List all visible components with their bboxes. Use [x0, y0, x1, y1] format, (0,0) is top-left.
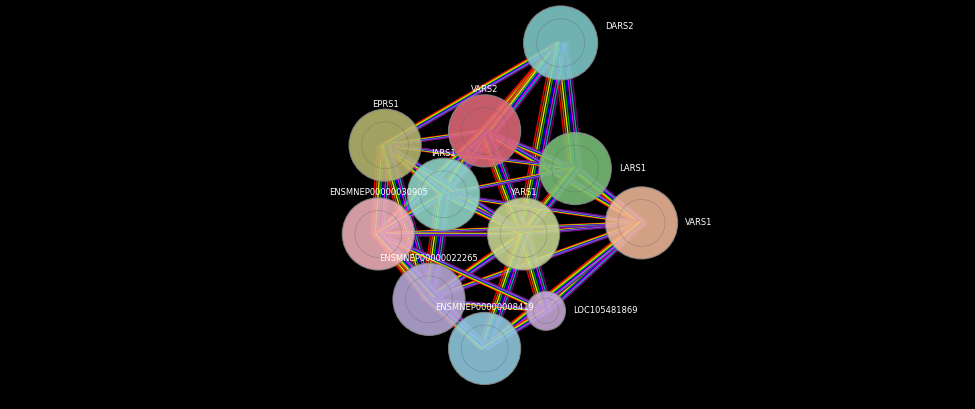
Ellipse shape	[349, 109, 421, 181]
Text: DARS2: DARS2	[605, 22, 634, 31]
Ellipse shape	[448, 95, 521, 167]
Text: ENSMNEP00000008419: ENSMNEP00000008419	[435, 303, 534, 312]
Ellipse shape	[488, 198, 560, 270]
Ellipse shape	[539, 133, 611, 204]
Ellipse shape	[448, 312, 521, 384]
Text: LARS1: LARS1	[619, 164, 646, 173]
Ellipse shape	[605, 187, 678, 259]
Ellipse shape	[393, 263, 465, 335]
Ellipse shape	[526, 291, 565, 330]
Text: LOC105481869: LOC105481869	[573, 306, 638, 315]
Text: ENSMNEP00000030905: ENSMNEP00000030905	[329, 189, 428, 198]
Ellipse shape	[342, 198, 414, 270]
Text: IARS1: IARS1	[431, 149, 456, 158]
Ellipse shape	[524, 6, 598, 80]
Text: ENSMNEP00000022265: ENSMNEP00000022265	[379, 254, 479, 263]
Text: EPRS1: EPRS1	[371, 100, 399, 109]
Text: VARS2: VARS2	[471, 85, 498, 94]
Ellipse shape	[408, 158, 480, 230]
Text: YARS1: YARS1	[510, 189, 537, 198]
Text: VARS1: VARS1	[685, 218, 713, 227]
